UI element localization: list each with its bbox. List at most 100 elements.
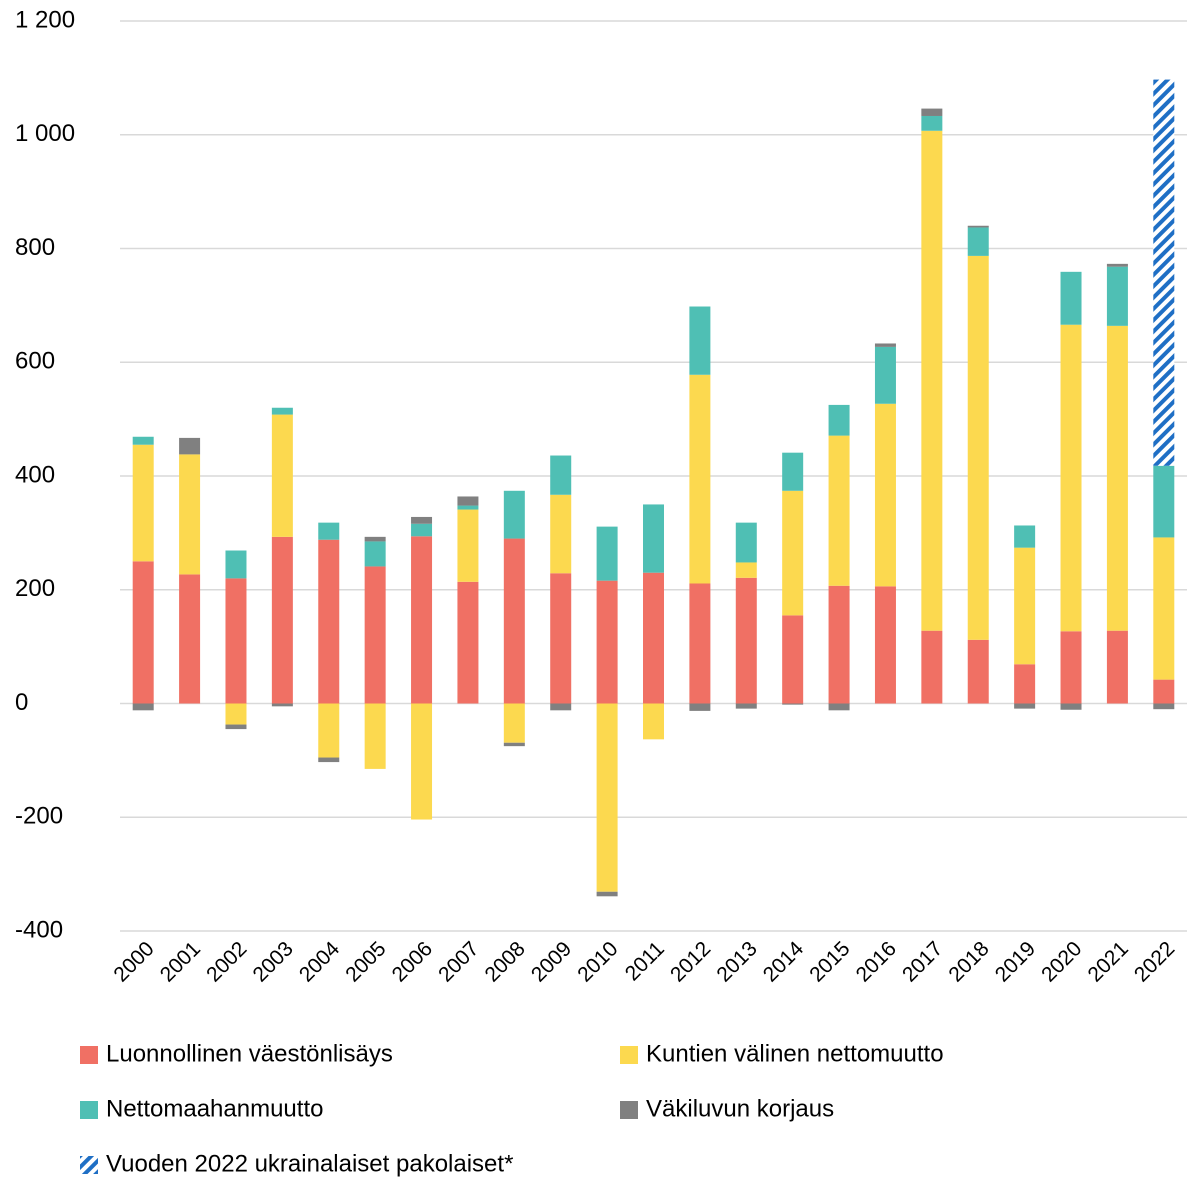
bar-segment [967,225,989,228]
x-tick-label: 2011 [621,937,669,985]
x-tick-label: 2020 [1037,937,1086,986]
bar-segment [1014,525,1036,548]
bar-segment [225,703,247,725]
legend-swatch [80,1156,98,1174]
y-tick-label: -400 [15,916,63,943]
bar-segment [921,108,943,116]
x-tick-label: 2019 [991,937,1040,986]
bar-segment [411,536,433,704]
bar-segment [828,435,850,586]
bar-segment [179,574,201,704]
bar-segment [596,580,618,704]
bar-segment [782,452,804,491]
bar-segment [689,703,711,711]
legend-label: Väkiluvun korjaus [646,1095,834,1122]
bar-segment [271,407,293,415]
x-tick-label: 2010 [573,937,622,986]
bar-segment [735,562,757,578]
bar-segment [132,561,154,704]
bar-segment [503,703,525,743]
x-tick-label: 2006 [388,937,437,986]
x-tick-label: 2015 [805,937,854,986]
bar-segment [828,585,850,704]
bar-segment [921,630,943,704]
bar-segment [1153,465,1175,538]
bar-segment [689,583,711,704]
bar-segment [271,536,293,704]
bar-segment [411,516,433,524]
x-tick-label: 2005 [341,937,390,986]
bar-segment [318,522,340,540]
bar-segment [643,504,664,573]
bar-segment [1060,271,1082,325]
bar-segment [225,550,247,579]
legend-label: Vuoden 2022 ukrainalaiset pakolaiset* [106,1150,513,1177]
x-tick-label: 2017 [898,937,947,986]
bar-segment [132,436,154,445]
bar-segment [1153,679,1175,704]
bar-segment [643,572,664,704]
bar-segment [225,724,247,730]
x-tick-label: 2018 [944,937,993,986]
legend-label: Kuntien välinen nettomuutto [646,1040,944,1067]
bar-segment [132,444,154,562]
bar-segment [457,496,479,506]
bar-segment [967,255,989,640]
bar-segment [1060,703,1082,710]
bar-segment [1060,631,1082,704]
bar-segment [967,227,989,256]
bar-segment [735,522,757,563]
bar-segment [689,374,711,584]
bar-segment [411,523,433,537]
bar-segment [550,703,572,711]
x-tick-label: 2009 [527,937,576,986]
bar-segment [318,703,340,758]
bar-segment [596,891,618,897]
bar-segment [828,404,850,436]
bar-segment [967,639,989,704]
legend-swatch [620,1046,638,1064]
bar-segment [1014,547,1036,665]
y-tick-label: 800 [15,234,55,261]
bar-segment [1014,703,1036,709]
x-tick-label: 2016 [852,937,901,986]
bar-segment [550,455,572,495]
x-tick-label: 2008 [480,937,529,986]
x-tick-label: 2013 [712,937,761,986]
bar-segment [874,586,896,704]
bar-segment [1014,664,1036,704]
x-tick-label: 2007 [434,937,483,986]
bar-segment [596,526,618,581]
bar-segment [1106,266,1128,326]
bar-segment [782,703,804,705]
bar-segment [1106,325,1128,631]
bar-segment [596,703,618,892]
bar-segment [364,541,386,567]
bar-segment [874,343,896,347]
bar-segment [735,577,757,704]
x-tick-label: 2000 [109,937,158,986]
y-tick-label: 600 [15,348,55,375]
bar-segment [457,505,479,510]
bar-segment [411,703,433,820]
x-tick-label: 2012 [666,937,715,986]
legend-swatch [80,1101,98,1119]
x-tick-label: 2014 [759,937,809,987]
bar-segment [1060,324,1082,632]
bar-segment [1106,630,1128,704]
bar-segment [689,306,711,375]
x-tick-label: 2004 [295,937,345,987]
bar-segment [782,490,804,616]
x-tick-label: 2001 [156,937,205,986]
bar-segment [179,454,201,575]
y-tick-label: 200 [15,575,55,602]
bar-segment [1153,703,1175,710]
bar-segment [782,615,804,704]
y-tick-label: 1 000 [15,120,75,147]
bar-segment [132,703,154,711]
legend-label: Luonnollinen väestönlisäys [106,1040,393,1067]
bar-segment [225,578,247,704]
bar-segment [921,115,943,131]
x-tick-label: 2021 [1084,937,1133,986]
bar-segment [1153,79,1175,466]
